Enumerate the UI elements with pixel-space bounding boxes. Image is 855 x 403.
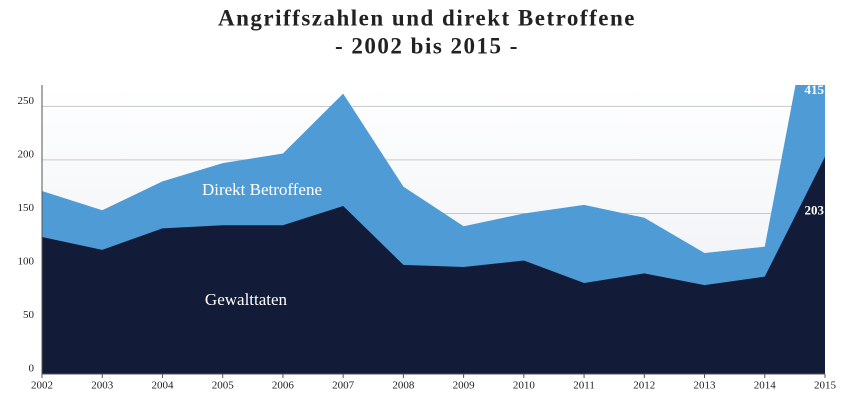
chart-title: Angriffszahlen und direkt Betroffene <box>218 5 636 30</box>
x-tick-label: 2005 <box>212 380 235 392</box>
x-tick-label: 2004 <box>151 380 174 392</box>
x-tick-label: 2014 <box>754 380 777 392</box>
chart-subtitle: - 2002 bis 2015 - <box>335 33 519 58</box>
x-tick-label: 2013 <box>694 380 717 392</box>
y-tick-label: 100 <box>18 255 35 267</box>
x-tick-label: 2015 <box>814 380 837 392</box>
series-label: Direkt Betroffene <box>202 180 322 199</box>
y-tick-label: 150 <box>18 202 35 214</box>
x-tick-label: 2003 <box>91 380 114 392</box>
value-label: 415 <box>805 82 825 97</box>
x-tick-label: 2002 <box>31 380 53 392</box>
x-tick-label: 2011 <box>573 380 595 392</box>
y-tick-label: 200 <box>18 148 35 160</box>
value-label: 203 <box>805 203 825 218</box>
series-label: Gewalttaten <box>205 290 288 309</box>
x-tick-label: 2009 <box>453 380 476 392</box>
y-tick-label: 0 <box>29 363 35 375</box>
y-tick-label: 250 <box>18 95 35 107</box>
x-tick-label: 2010 <box>513 380 536 392</box>
x-tick-label: 2007 <box>332 380 355 392</box>
x-tick-label: 2008 <box>392 380 415 392</box>
x-tick-label: 2006 <box>272 380 295 392</box>
y-tick-label: 50 <box>23 309 35 321</box>
x-tick-label: 2012 <box>633 380 655 392</box>
area <box>42 156 825 374</box>
